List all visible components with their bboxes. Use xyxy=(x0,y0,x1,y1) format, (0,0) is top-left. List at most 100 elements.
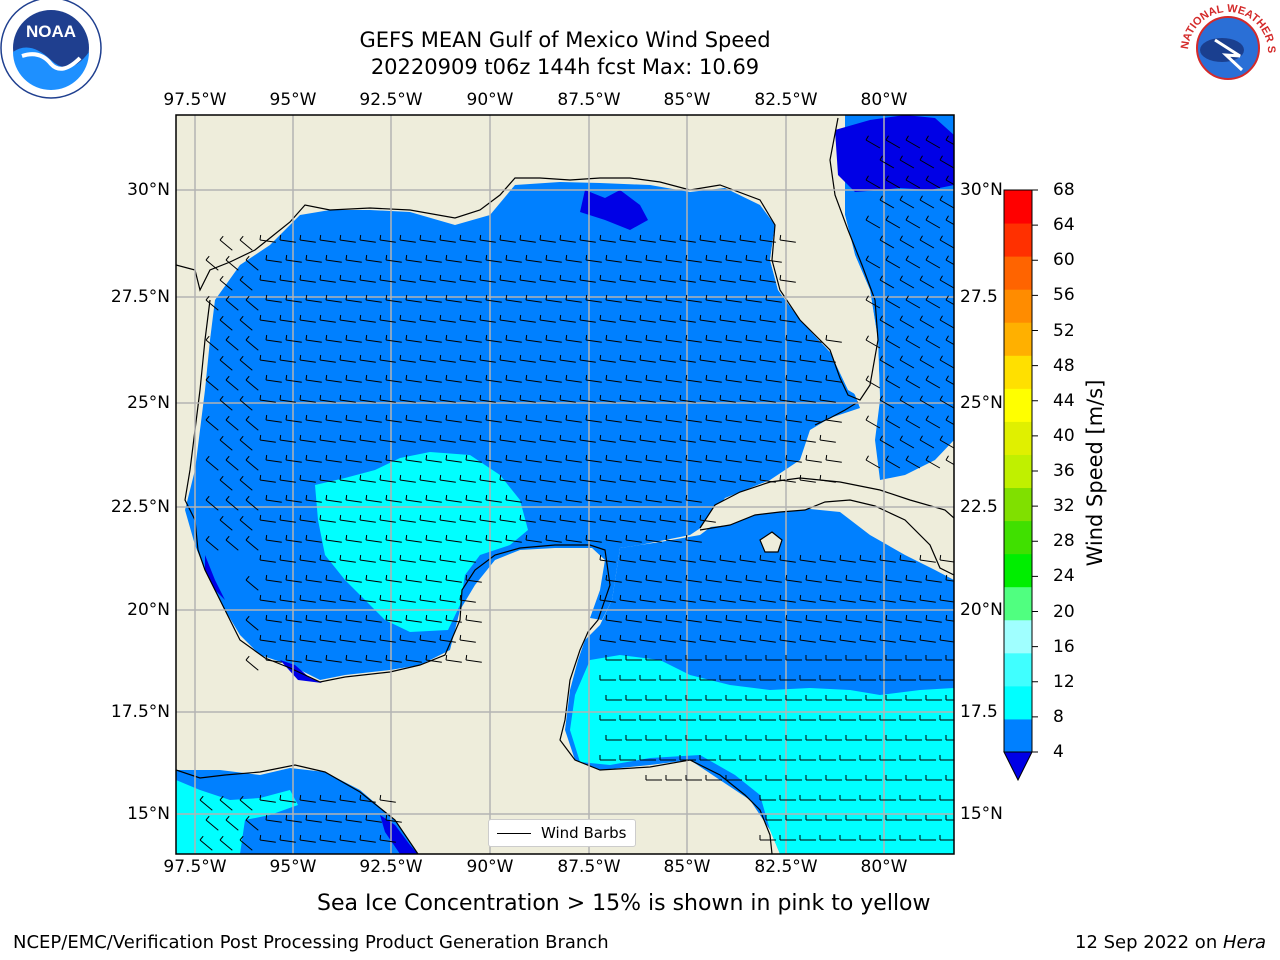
wind-barb xyxy=(279,514,296,523)
map-legend: Wind Barbs xyxy=(488,819,636,847)
wind-barb xyxy=(445,254,462,263)
wind-barb xyxy=(605,254,622,263)
wind-barb xyxy=(845,815,862,821)
wind-barb xyxy=(619,755,636,761)
wind-barb xyxy=(665,254,682,263)
wind-barb xyxy=(639,715,656,721)
wind-barb xyxy=(799,554,816,563)
wind-barb xyxy=(679,314,696,323)
wind-barb xyxy=(665,775,682,781)
wind-barb xyxy=(539,354,556,363)
wind-barb xyxy=(499,394,516,403)
wind-barb xyxy=(945,815,954,821)
wind-barb xyxy=(685,334,702,343)
wind-barb xyxy=(325,294,342,303)
wind-barb xyxy=(365,454,382,463)
wind-barb xyxy=(259,274,276,283)
wind-barb xyxy=(619,434,636,443)
wind-barb xyxy=(559,274,576,283)
wind-barb xyxy=(825,454,842,463)
colorbar-bin xyxy=(1004,223,1032,257)
wind-barb xyxy=(259,354,276,363)
footer-date: 12 Sep 2022 on xyxy=(1075,932,1223,953)
lat-label-right: 25°N xyxy=(960,393,1003,413)
wind-barb xyxy=(739,234,756,243)
wind-barb xyxy=(725,454,742,463)
wind-barb xyxy=(485,374,502,383)
footer-host: Hera xyxy=(1222,932,1266,953)
lon-label-bottom: 95°W xyxy=(269,857,317,877)
wind-barb xyxy=(219,395,233,411)
wind-barb xyxy=(285,454,302,463)
wind-barb xyxy=(705,454,722,463)
wind-barb xyxy=(719,715,736,721)
wind-barb xyxy=(925,135,941,149)
wind-barb xyxy=(319,394,336,403)
wind-barb xyxy=(599,715,616,721)
wind-barb xyxy=(905,415,921,429)
wind-barb xyxy=(799,835,816,841)
wind-barb xyxy=(879,435,895,449)
wind-barb xyxy=(325,494,342,503)
wind-barb xyxy=(305,294,322,303)
wind-barb xyxy=(319,794,336,803)
wind-barb xyxy=(825,775,842,781)
wind-barb xyxy=(905,735,922,741)
wind-barb xyxy=(705,294,722,303)
wind-barb xyxy=(225,415,239,431)
wind-barb xyxy=(665,574,682,583)
wind-barb xyxy=(779,715,796,721)
wind-barb xyxy=(699,434,716,443)
wind-barb xyxy=(625,494,642,503)
wind-barb xyxy=(285,574,302,583)
wind-barb xyxy=(465,534,482,543)
wind-barb xyxy=(579,474,596,483)
wind-barb xyxy=(259,834,276,843)
wind-barb xyxy=(559,354,576,363)
wind-barb xyxy=(379,434,396,443)
wind-barb xyxy=(219,435,233,451)
wind-barb xyxy=(879,634,896,643)
wind-barb xyxy=(405,494,422,503)
wind-barb xyxy=(845,735,862,741)
wind-barb xyxy=(879,235,895,249)
wind-barb xyxy=(625,574,642,583)
wind-barb xyxy=(659,314,676,323)
wind-barb xyxy=(945,175,954,186)
wind-barb xyxy=(839,755,856,761)
wind-barb xyxy=(705,254,722,263)
wind-barb xyxy=(705,334,722,343)
wind-barb xyxy=(305,374,322,383)
wind-barb xyxy=(245,575,259,591)
wind-barb xyxy=(585,494,602,503)
lat-label-left: 25°N xyxy=(127,393,170,413)
graticule xyxy=(176,115,954,854)
wind-barb xyxy=(899,355,915,369)
wind-barb xyxy=(325,534,342,543)
wind-barb xyxy=(345,614,362,623)
wind-barb xyxy=(939,554,954,563)
wind-barb xyxy=(459,554,476,563)
lat-label-left: 30°N xyxy=(127,180,170,200)
wind-barb xyxy=(799,354,816,363)
wind-barb xyxy=(879,675,896,681)
wind-barb xyxy=(485,454,502,463)
wind-barb xyxy=(379,314,396,323)
wind-barb xyxy=(605,735,622,741)
wind-barb xyxy=(345,454,362,463)
lon-label-top: 87.5°W xyxy=(557,90,621,110)
wind-barb xyxy=(459,354,476,363)
wind-barb xyxy=(279,234,296,243)
wind-barb xyxy=(439,314,456,323)
wind-barb xyxy=(645,574,662,583)
wind-barb xyxy=(299,234,316,243)
wind-barb xyxy=(339,514,356,523)
wind-barb xyxy=(345,254,362,263)
wind-barb xyxy=(719,675,736,681)
wind-barb xyxy=(685,494,702,503)
wind-barb xyxy=(725,735,742,741)
wind-barb xyxy=(899,795,916,801)
wind-barb xyxy=(739,594,756,603)
wind-barb xyxy=(745,695,762,701)
wind-barb xyxy=(439,274,456,283)
